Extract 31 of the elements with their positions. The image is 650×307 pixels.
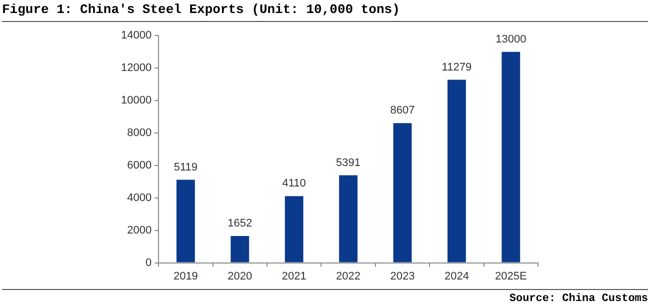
x-tick-label: 2025E (494, 270, 527, 282)
y-tick-label: 12000 (120, 62, 152, 74)
bar (393, 123, 412, 262)
bar (284, 196, 304, 262)
y-tick-label: 2000 (127, 224, 152, 236)
chart-title: Figure 1: China's Steel Exports (Unit: 10,000 tons) (2, 0, 648, 22)
x-tick-label: 2022 (336, 270, 361, 282)
bar (502, 52, 520, 262)
x-tick-label: 2020 (228, 270, 252, 282)
y-tick-label: 6000 (127, 159, 152, 172)
data-label: 8607 (390, 104, 415, 117)
data-label: 13000 (496, 33, 526, 46)
y-tick-label: 0 (145, 256, 152, 269)
bar (339, 175, 358, 262)
data-label: 5391 (336, 156, 361, 169)
bar (176, 180, 195, 262)
y-tick-label: 10000 (120, 94, 152, 107)
bar (447, 80, 466, 262)
source-note: Source: China Customs (2, 289, 648, 305)
y-tick-label: 4000 (127, 192, 152, 204)
data-label: 5119 (174, 161, 198, 174)
data-label: 11279 (442, 61, 472, 74)
data-label: 4110 (282, 178, 306, 190)
data-label: 1652 (228, 218, 252, 230)
bar (230, 236, 250, 262)
x-tick-label: 2024 (444, 270, 469, 282)
y-tick-label: 14000 (120, 30, 152, 42)
x-tick-label: 2023 (390, 270, 415, 282)
x-tick-label: 2021 (282, 270, 306, 282)
x-tick-label: 2019 (173, 270, 198, 282)
y-tick-label: 8000 (127, 127, 152, 140)
